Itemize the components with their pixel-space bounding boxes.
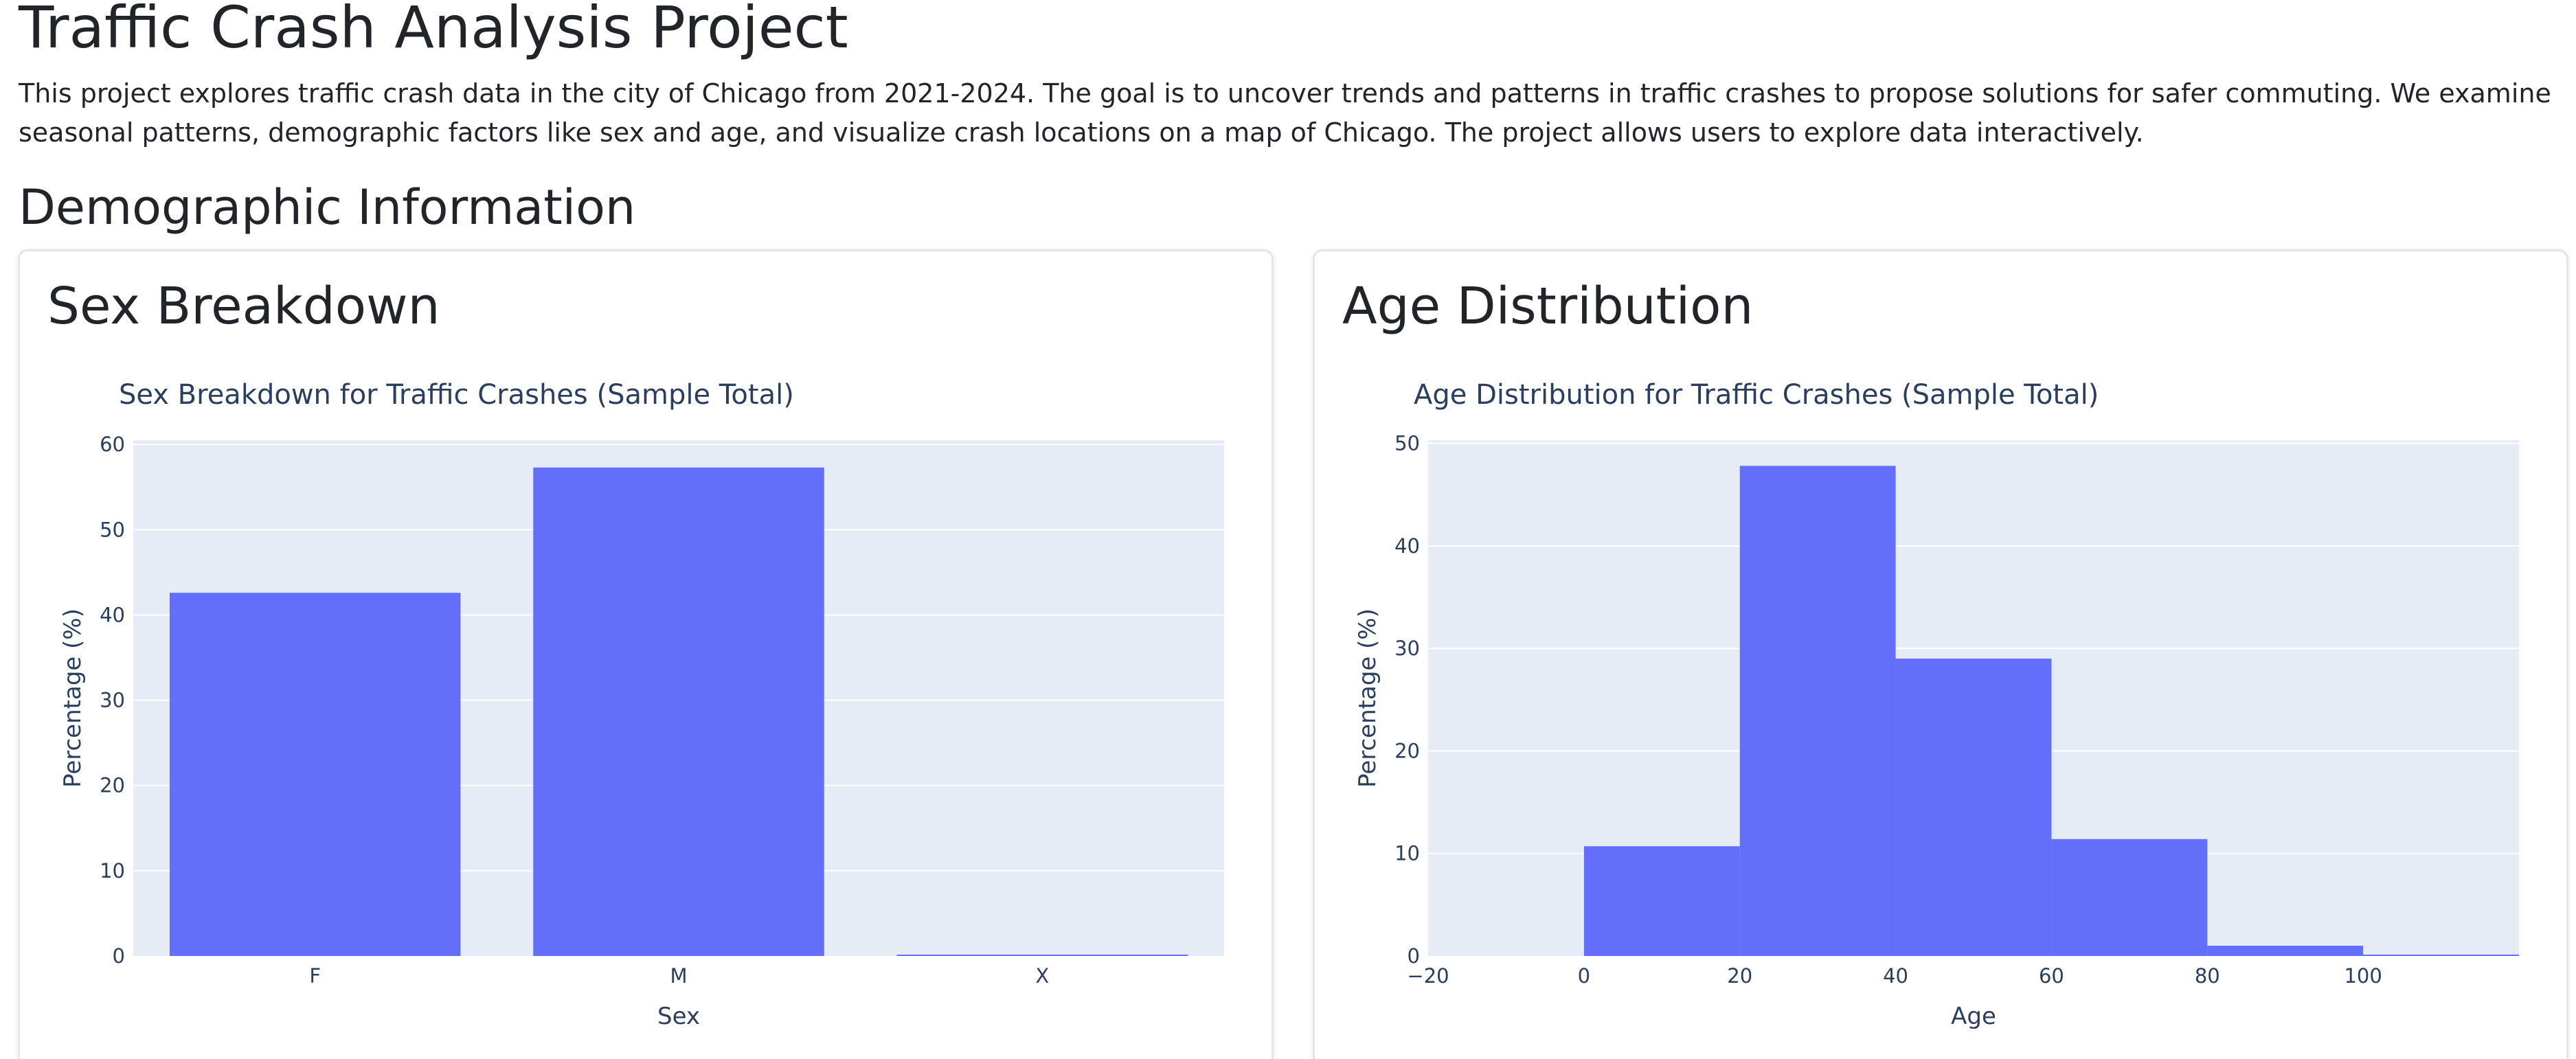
sex-x-axis-title: Sex xyxy=(657,1003,700,1030)
histogram-bar-40-60 xyxy=(1895,659,2052,956)
age-y-tick-label: 30 xyxy=(1394,637,1420,660)
section-title: Demographic Information xyxy=(19,179,636,236)
sex-y-tick-label: 50 xyxy=(100,518,125,541)
sex-x-tick-label: F xyxy=(309,964,321,988)
age-x-tick-label: 100 xyxy=(2344,964,2382,988)
age-distribution-card: Age Distribution 0 10 20 30 40 50 Age Distribu… xyxy=(1313,249,2568,1059)
age-y-tick-label: 40 xyxy=(1394,534,1420,558)
age-x-tick-label: 60 xyxy=(2039,964,2064,988)
histogram-bar-80-100 xyxy=(2207,946,2364,956)
age-x-tick-label: 80 xyxy=(2195,964,2220,988)
bar-x xyxy=(896,955,1188,956)
histogram-bar-0-20 xyxy=(1583,846,1740,956)
age-y-tick-label: 10 xyxy=(1394,842,1420,865)
sex-breakdown-chart[interactable]: 0 10 20 30 40 50 60 Sex Breakdown for Traffic C… xyxy=(20,251,1276,1059)
age-x-tick-label: 0 xyxy=(1578,964,1590,988)
sex-y-tick-label: 40 xyxy=(100,603,125,626)
histogram-bar-20-40 xyxy=(1739,466,1896,956)
page-title: Traffic Crash Analysis Project xyxy=(19,0,848,61)
sex-y-tick-label: 0 xyxy=(113,944,125,968)
age-y-tick-label: 20 xyxy=(1394,739,1420,762)
bar-m xyxy=(533,467,824,956)
bar-f xyxy=(169,593,461,956)
age-x-tick-label: 40 xyxy=(1883,964,1908,988)
sex-breakdown-card: Sex Breakdown 0 10 20 30 40 50 60 Sex Breakdown… xyxy=(18,249,1274,1059)
sex-breakdown-heading: Sex Breakdown xyxy=(47,277,440,336)
age-x-tick-label: 20 xyxy=(1727,964,1752,988)
age-x-axis-title: Age xyxy=(1951,1003,1996,1030)
sex-y-tick-label: 30 xyxy=(100,689,125,712)
sex-chart-title: Sex Breakdown for Traffic Crashes (Sampl… xyxy=(119,379,794,411)
intro-paragraph: This project explores traffic crash data… xyxy=(19,78,2551,148)
sex-y-tick-label: 10 xyxy=(100,859,125,882)
age-y-tick-label: 0 xyxy=(1408,944,1420,968)
sex-y-tick-label: 20 xyxy=(100,774,125,797)
sex-y-axis-title: Percentage (%) xyxy=(59,608,87,788)
age-y-tick-label: 50 xyxy=(1394,431,1420,455)
age-chart-title: Age Distribution for Traffic Crashes (Sa… xyxy=(1414,379,2099,411)
age-distribution-heading: Age Distribution xyxy=(1342,277,1754,336)
histogram-bar-60-80 xyxy=(2051,839,2208,956)
age-x-tick-label: −20 xyxy=(1407,964,1449,988)
age-distribution-chart[interactable]: 0 10 20 30 40 50 Age Distribution for Traffic … xyxy=(1315,251,2571,1059)
sex-y-tick-label: 60 xyxy=(100,433,125,456)
sex-x-tick-label: M xyxy=(670,964,687,988)
histogram-bar-100-120 xyxy=(2363,955,2519,956)
age-y-axis-title: Percentage (%) xyxy=(1354,608,1381,788)
sex-x-tick-label: X xyxy=(1035,964,1049,988)
